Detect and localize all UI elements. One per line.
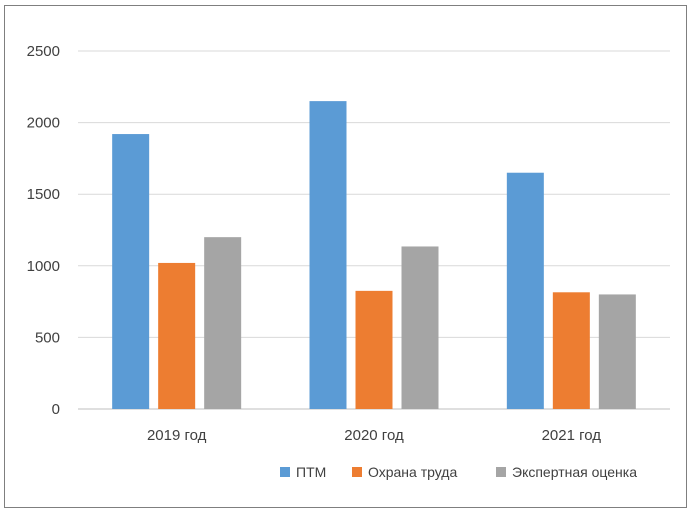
legend-label: Охрана труда bbox=[368, 464, 457, 480]
bar bbox=[309, 101, 347, 410]
category-label: 2020 год bbox=[344, 427, 404, 444]
y-tick-label: 2500 bbox=[27, 43, 60, 60]
legend-label: ПТМ bbox=[296, 464, 326, 480]
y-tick-label: 500 bbox=[35, 329, 60, 346]
bar bbox=[355, 290, 393, 409]
bar bbox=[401, 246, 439, 409]
y-tick-label: 0 bbox=[52, 401, 60, 418]
legend-swatch bbox=[352, 467, 362, 477]
bar bbox=[112, 134, 150, 409]
bar bbox=[552, 292, 590, 409]
bar bbox=[506, 172, 544, 409]
legend-swatch bbox=[496, 467, 506, 477]
y-tick-label: 2000 bbox=[27, 115, 60, 132]
bar bbox=[598, 294, 636, 409]
y-tick-label: 1500 bbox=[27, 186, 60, 203]
category-label: 2021 год bbox=[542, 427, 602, 444]
bar bbox=[204, 237, 242, 409]
legend-label: Экспертная оценка bbox=[512, 464, 637, 480]
bar bbox=[158, 262, 196, 409]
y-tick-label: 1000 bbox=[27, 258, 60, 275]
category-label: 2019 год bbox=[147, 427, 207, 444]
legend-swatch bbox=[280, 467, 290, 477]
